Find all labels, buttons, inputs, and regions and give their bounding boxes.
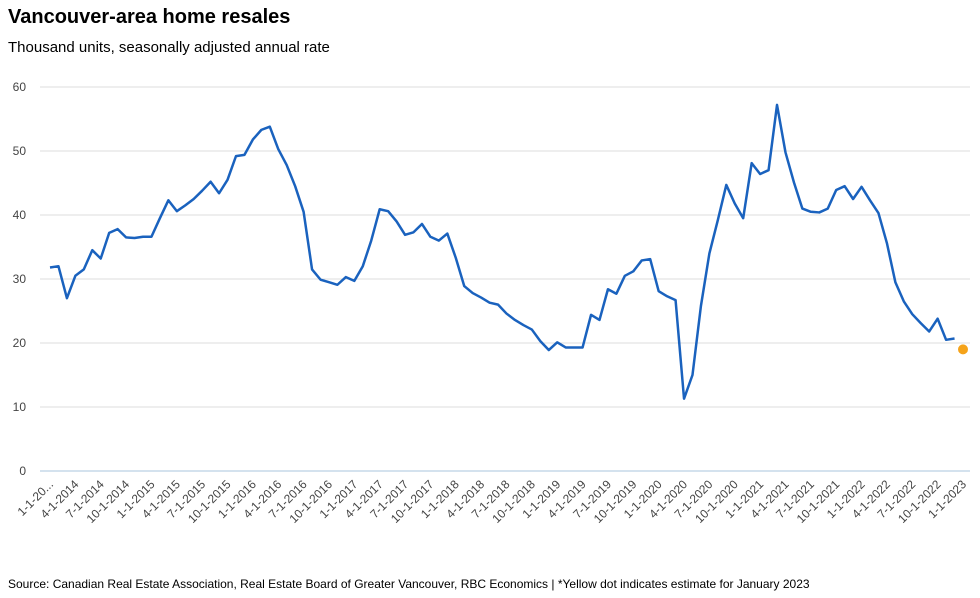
y-tick-label: 30 [13,272,27,286]
chart-title: Vancouver-area home resales [8,6,290,28]
y-tick-label: 10 [13,400,27,414]
line [49,103,955,400]
y-tick-label: 0 [19,464,26,478]
source-note: Source: Canadian Real Estate Association… [8,577,810,591]
estimate-dot [958,344,968,355]
y-tick-label: 20 [13,336,27,350]
chart-subtitle: Thousand units, seasonally adjusted annu… [8,39,330,56]
y-tick-label: 40 [13,208,27,222]
y-tick-label: 60 [13,80,27,94]
y-tick-label: 50 [13,144,27,158]
